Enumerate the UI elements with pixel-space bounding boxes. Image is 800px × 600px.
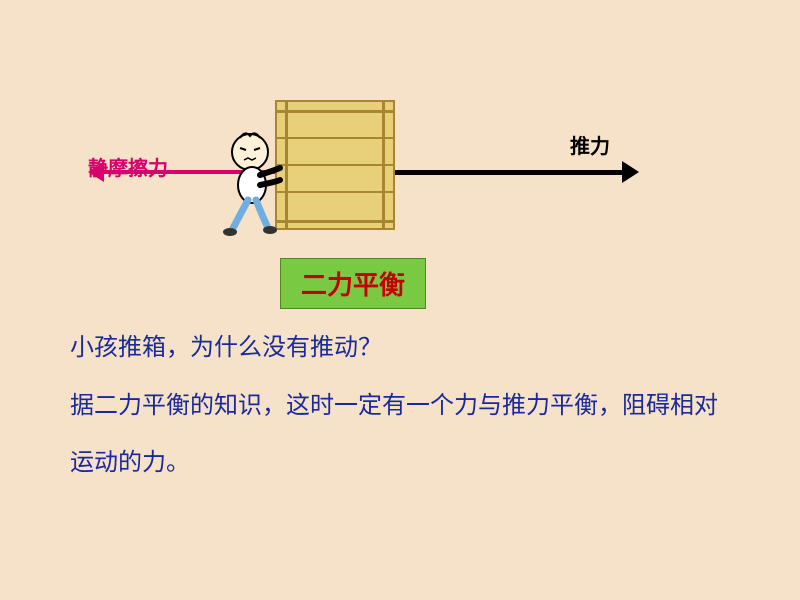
equilibrium-badge: 二力平衡 <box>280 258 426 309</box>
force-diagram: 静摩擦力 推力 <box>0 90 800 270</box>
cartoon-illustration <box>220 90 400 240</box>
wooden-crate <box>275 100 395 230</box>
explanation-text: 小孩推箱，为什么没有推动？据二力平衡的知识，这时一定有一个力与推力平衡，阻碍相对… <box>70 320 730 493</box>
push-force-label: 推力 <box>570 130 610 159</box>
friction-force-label: 静摩擦力 <box>88 152 168 181</box>
child-figure <box>220 130 290 230</box>
push-arrow-head <box>622 161 639 183</box>
